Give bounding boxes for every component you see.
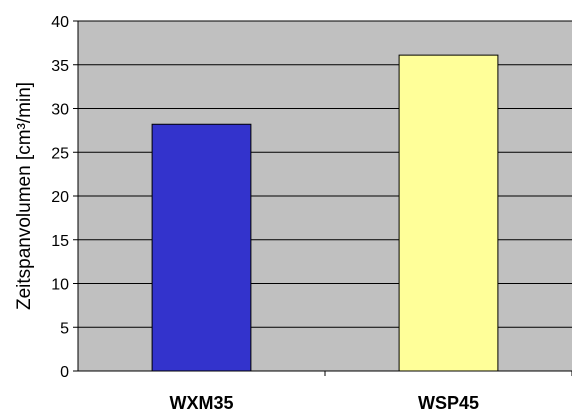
y-tick-label: 15 xyxy=(51,233,69,250)
y-axis-title: Zeitspanvolumen [cm³/min] xyxy=(14,82,35,310)
y-tick-label: 30 xyxy=(51,102,69,119)
y-tick-label: 10 xyxy=(51,277,69,294)
axes xyxy=(73,20,572,376)
y-tick-label: 40 xyxy=(51,14,69,31)
y-tick-label: 35 xyxy=(51,58,69,75)
y-tick-labels: 0 5 10 15 20 25 30 35 40 xyxy=(51,14,69,381)
bar-wsp45 xyxy=(398,54,499,372)
bars xyxy=(151,54,499,372)
y-tick-label: 0 xyxy=(60,364,69,381)
y-tick-label: 25 xyxy=(51,145,69,162)
x-category-label: WSP45 xyxy=(418,393,479,413)
y-tick-label: 5 xyxy=(60,320,69,337)
y-tick-label: 20 xyxy=(51,189,69,206)
x-category-label: WXM35 xyxy=(169,393,233,413)
x-category-labels: WXM35 WSP45 xyxy=(169,393,479,413)
bar-wxm35 xyxy=(151,123,252,372)
